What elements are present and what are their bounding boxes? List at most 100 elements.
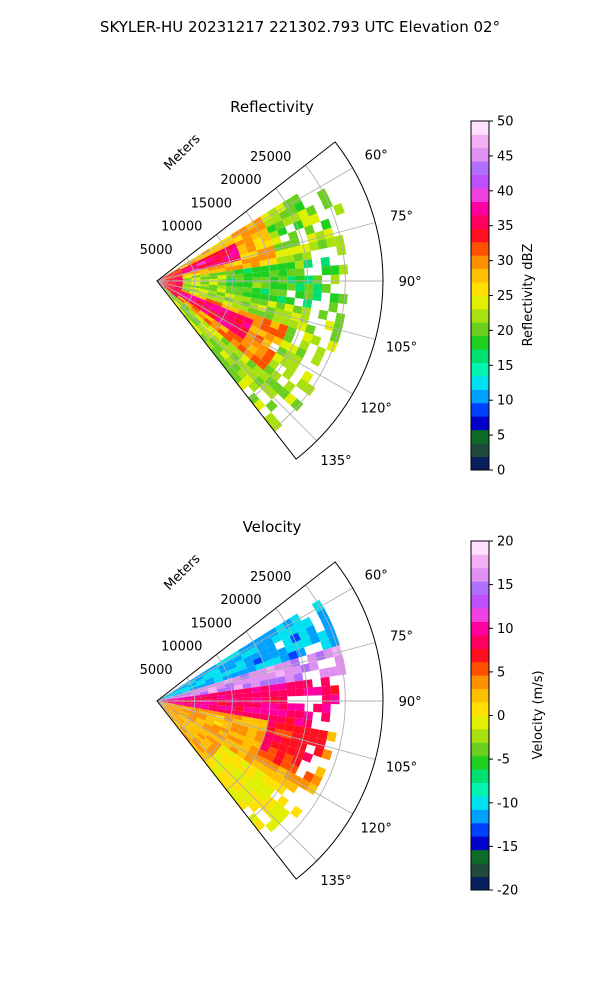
data-cell: [241, 677, 251, 685]
azimuth-tick-label: 75°: [390, 210, 413, 225]
data-cell: [201, 320, 211, 329]
data-cell: [217, 694, 227, 699]
data-cell: [165, 695, 174, 699]
data-cell: [217, 698, 227, 703]
data-cell: [261, 697, 270, 703]
data-cell: [191, 705, 201, 709]
data-cell: [216, 328, 227, 337]
data-cell: [211, 670, 221, 678]
data-cell: [204, 720, 214, 727]
data-cell: [247, 727, 258, 735]
colorbar-swatch: [471, 416, 489, 431]
azimuth-tick-label: 75°: [390, 630, 413, 645]
data-cell: [239, 725, 249, 733]
data-cell: [261, 233, 272, 243]
data-cell: [200, 307, 210, 315]
data-cell: [328, 302, 339, 313]
data-cell: [302, 331, 314, 343]
azimuth-gridline: [156, 587, 353, 702]
data-cell: [178, 294, 187, 301]
data-cell: [183, 698, 192, 701]
data-cell: [189, 320, 197, 329]
data-cell: [275, 329, 286, 340]
data-cell: [172, 689, 181, 695]
colorbar-swatch: [471, 308, 489, 323]
data-cell: [301, 306, 312, 317]
data-cell: [314, 346, 327, 359]
data-cell: [286, 781, 299, 794]
data-cell: [172, 288, 181, 294]
data-cell: [248, 392, 260, 405]
azimuth-gridline: [156, 222, 376, 282]
data-cell: [184, 300, 193, 308]
data-cell: [249, 325, 260, 335]
data-cell: [272, 352, 284, 364]
data-cell: [286, 681, 296, 690]
data-cell: [265, 768, 277, 779]
data-cell: [259, 259, 269, 267]
data-cell: [321, 265, 331, 276]
data-cell: [216, 687, 226, 693]
data-cell: [253, 315, 264, 324]
data-cell: [243, 769, 255, 780]
data-cell: [182, 303, 191, 311]
data-cell: [255, 242, 266, 251]
data-cell: [187, 295, 197, 302]
data-cell: [197, 295, 207, 301]
velocity-colorbar: -20 -15 -10 -5 0 5 10 15 20 Velocity (m/s): [470, 535, 546, 899]
data-cell: [259, 381, 272, 394]
data-cell: [203, 723, 213, 730]
data-cell: [210, 346, 220, 357]
data-cell: [214, 316, 225, 325]
data-cell: [286, 710, 296, 718]
data-cell: [283, 380, 296, 393]
data-cell: [260, 691, 270, 698]
data-cell: [258, 253, 268, 262]
data-cell: [195, 299, 205, 306]
data-cell: [165, 274, 174, 278]
data-cell: [322, 694, 331, 704]
data-cell: [258, 790, 271, 802]
data-cell: [199, 706, 209, 711]
data-cell: [200, 696, 210, 700]
data-cell: [241, 364, 253, 375]
data-cell: [284, 723, 294, 733]
data-cell: [314, 766, 327, 779]
data-cell: [243, 702, 253, 708]
data-cell: [309, 633, 321, 645]
data-cell: [190, 287, 200, 291]
data-cell: [173, 286, 182, 291]
data-cell: [220, 336, 231, 347]
data-cell: [165, 282, 175, 284]
data-cell: [310, 354, 323, 367]
data-cell: [165, 275, 174, 279]
data-cell: [170, 291, 178, 298]
range-ring: [179, 257, 196, 312]
data-cell: [203, 303, 213, 310]
data-cell: [278, 276, 288, 284]
data-cell: [207, 325, 217, 335]
data-cell: [317, 309, 329, 321]
colorbar-swatch: [471, 796, 489, 810]
colorbar-swatch: [471, 782, 489, 797]
data-cell: [320, 256, 331, 267]
data-cell: [217, 243, 228, 251]
data-cell: [321, 703, 331, 714]
colorbar-swatch: [471, 255, 489, 270]
data-cell: [243, 282, 253, 288]
data-cell: [210, 322, 220, 332]
data-cell: [205, 748, 215, 758]
data-cell: [169, 712, 177, 719]
data-cell: [325, 236, 337, 248]
data-cell: [234, 706, 244, 712]
data-cell: [216, 288, 226, 294]
data-cell: [235, 358, 246, 369]
colorbar-swatch: [471, 174, 489, 189]
data-cell: [264, 332, 276, 343]
colorbar-tick-label: 15: [497, 359, 514, 374]
data-cell: [258, 719, 269, 727]
data-cell: [264, 752, 276, 763]
data-cell: [243, 287, 253, 293]
data-cell: [277, 387, 291, 400]
data-cell: [250, 717, 260, 725]
